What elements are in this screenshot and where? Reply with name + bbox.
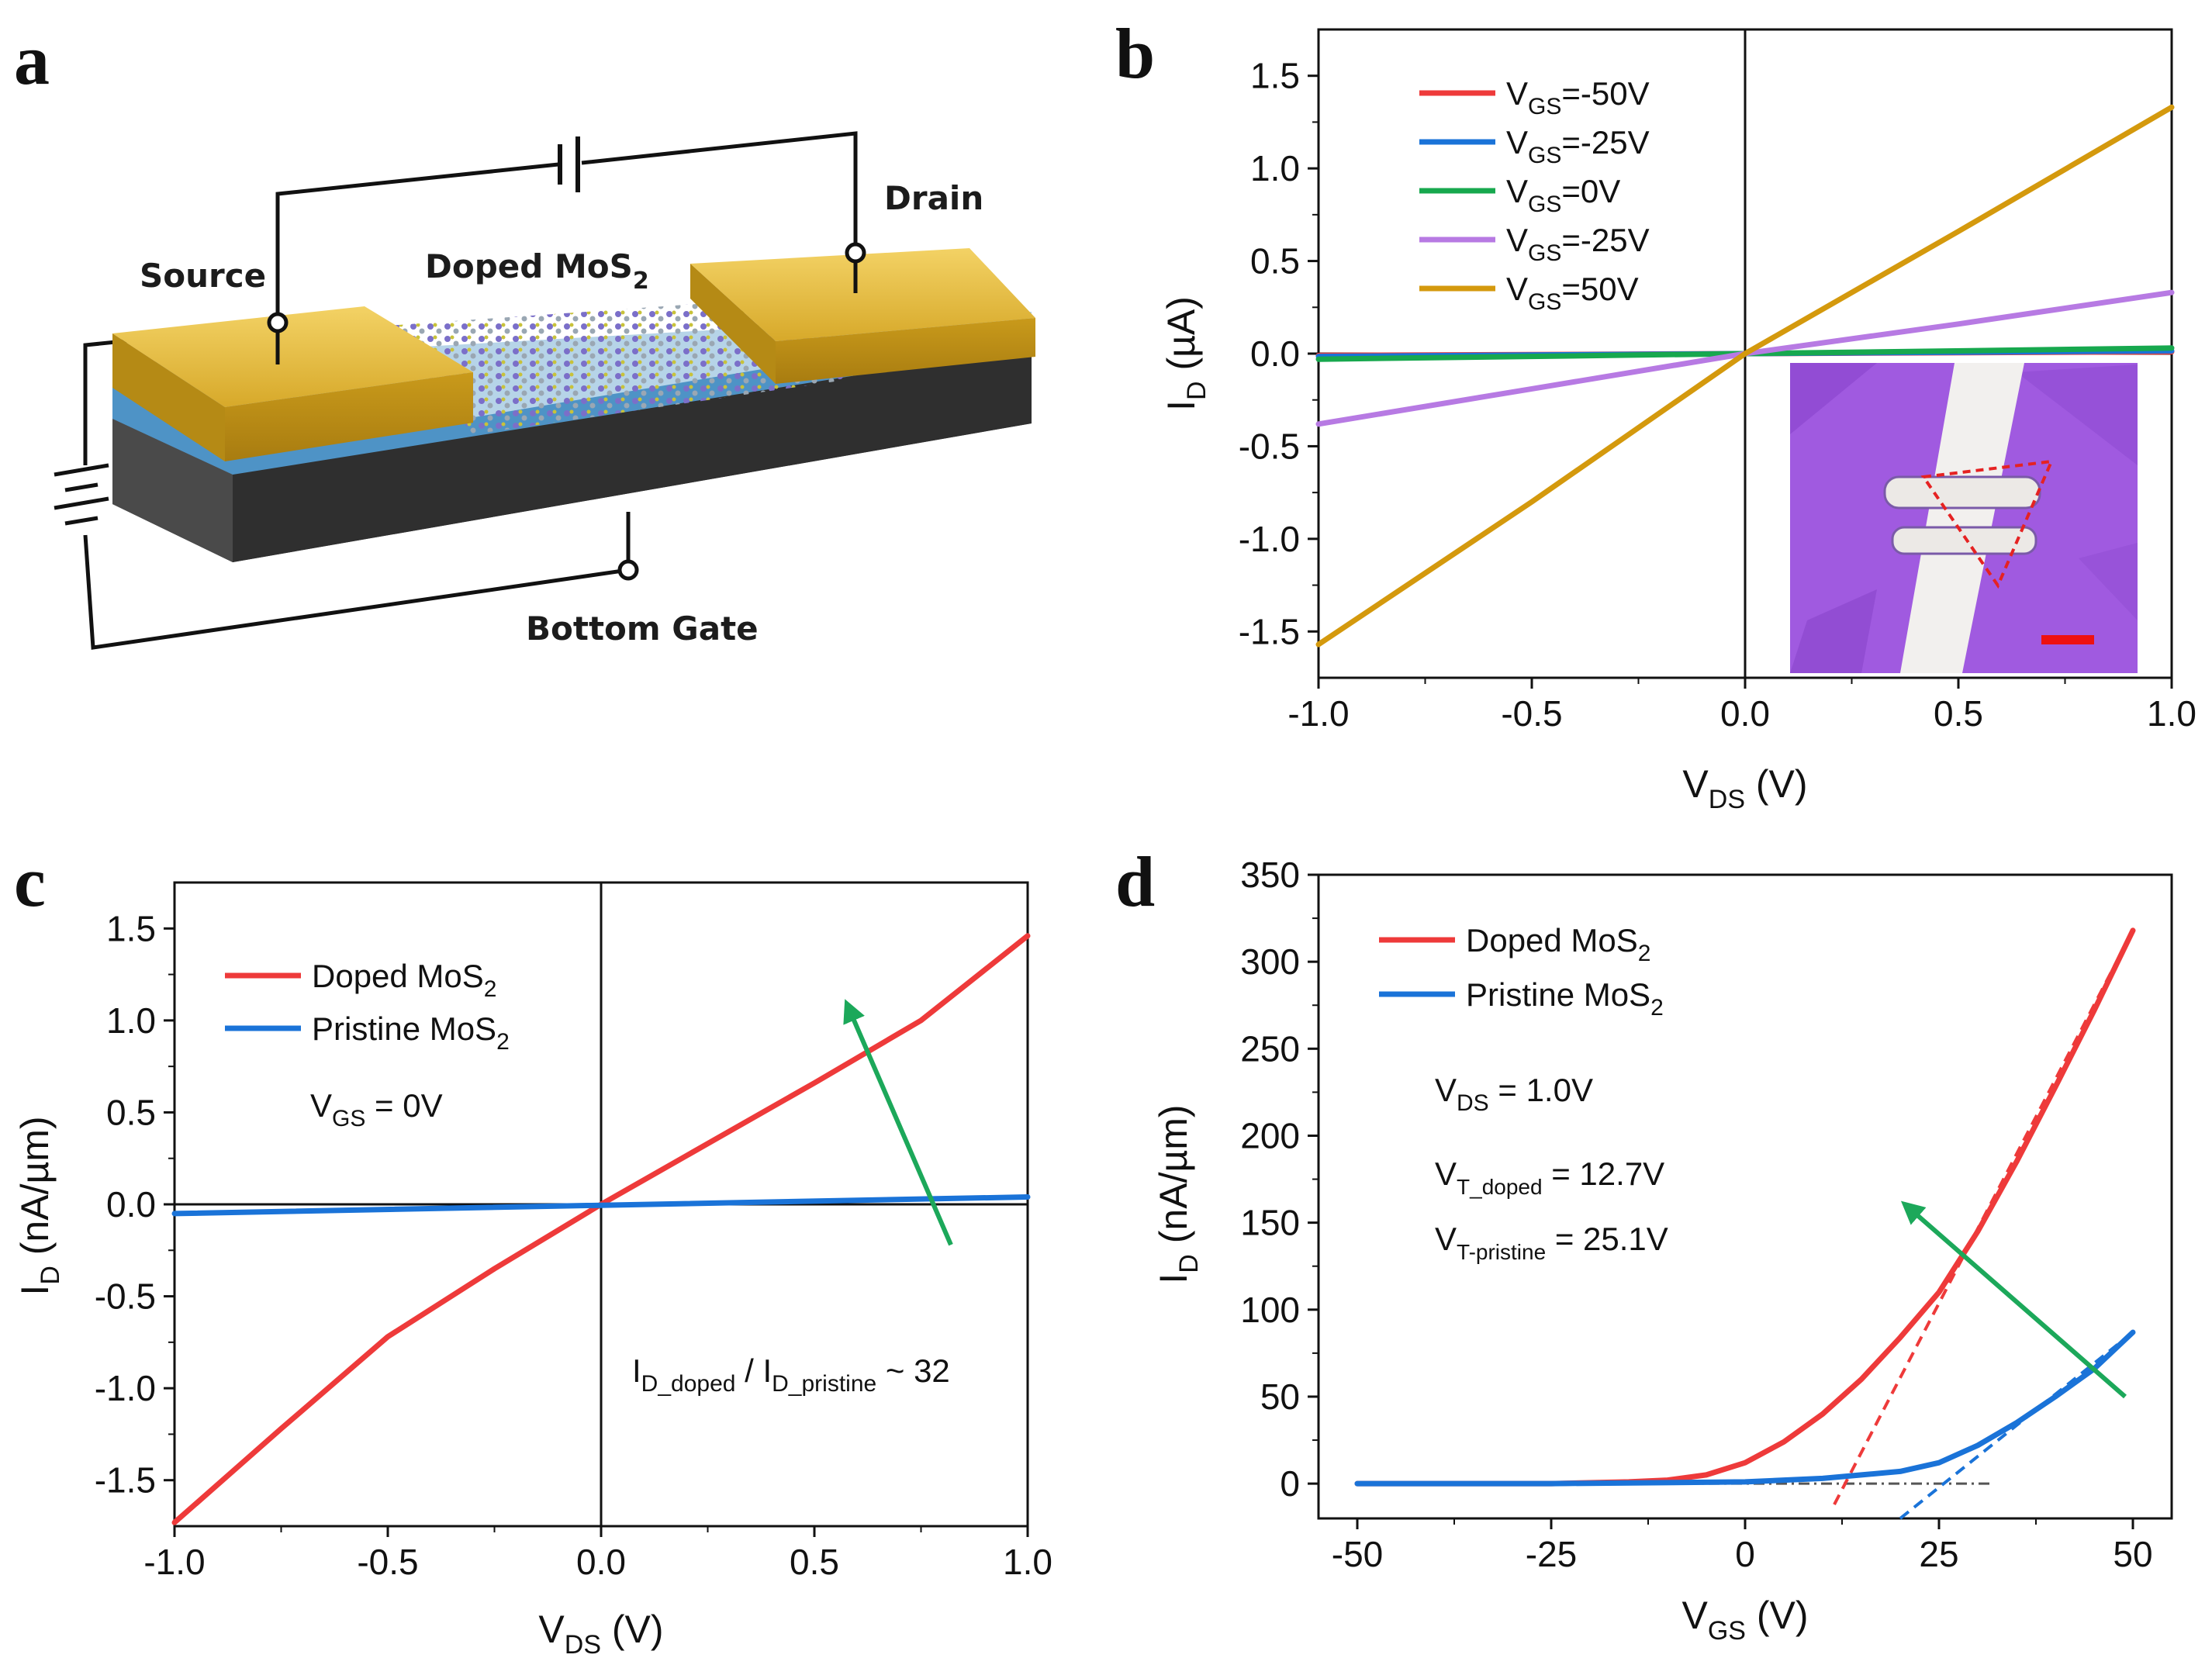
series-line-c-1 <box>171 1194 1031 1217</box>
x-tick-label-d: -50 <box>1332 1534 1383 1574</box>
contact-points <box>267 242 866 581</box>
y-tick-label-b: 1.5 <box>1250 56 1300 96</box>
y-tick-label-b: 0.0 <box>1250 333 1300 374</box>
trend-arrow-c <box>843 999 953 1246</box>
ticks-d: -50 -25 0 25 50 0 50 100 150 200 250 300 350 <box>1240 855 2152 1574</box>
x-tick-label-d: 0 <box>1735 1534 1755 1574</box>
vds-annotation-d: VDS = 1.0V <box>1435 1072 1593 1116</box>
channel-label: Doped MoS2 <box>425 247 649 295</box>
legend-c: Doped MoS2 Pristine MoS2 <box>225 958 510 1055</box>
series-line-d-0 <box>1354 927 2136 1487</box>
y-tick-label-c: -1.5 <box>95 1460 156 1501</box>
panel-letter-a: a <box>14 20 50 99</box>
x-tick-label-b: -1.0 <box>1287 693 1349 734</box>
legend-label-b-1: VGS=-25V <box>1506 124 1650 168</box>
ticks-b: -1.0 -0.5 0.0 0.5 1.0 -1.5 -1.0 -0.5 0.0 0.5 1.0 1.… <box>1239 56 2196 734</box>
y-axis-label-d: ID (nA/µm) <box>1152 1104 1204 1283</box>
x-axis-label-c: VDS (V) <box>538 1608 663 1658</box>
panel-c-chart: c -1.0 -0.5 0.0 0.5 1.0 -1.5 -1.0 -0.5 0.0 0.5 1.0… <box>13 842 1052 1658</box>
y-tick-label-d: 250 <box>1240 1028 1300 1069</box>
trend-arrow-d <box>1900 1200 2127 1399</box>
y-tick-label-c: 1.0 <box>106 1000 156 1041</box>
y-tick-label-d: 350 <box>1240 855 1300 895</box>
x-tick-label-d: 50 <box>2113 1534 2152 1574</box>
arrow-d <box>1900 1200 2127 1399</box>
series-line-d-1 <box>1354 1329 2136 1487</box>
gate-label: Bottom Gate <box>526 610 759 648</box>
y-tick-label-d: 0 <box>1280 1463 1300 1504</box>
x-tick-label-c: 0.5 <box>790 1542 839 1582</box>
legend-label-c-0: Doped MoS2 <box>312 958 496 1002</box>
panel-letter-c: c <box>14 842 46 921</box>
y-tick-label-b: 0.5 <box>1250 241 1300 282</box>
x-tick-label-d: -25 <box>1526 1534 1577 1574</box>
battery-left-icon <box>54 463 109 526</box>
series-d <box>1354 927 2136 1487</box>
y-tick-label-c: 0.0 <box>106 1184 156 1225</box>
x-tick-label-c: -0.5 <box>357 1542 418 1582</box>
arrow-c <box>843 999 953 1246</box>
y-tick-label-b: -0.5 <box>1239 426 1300 466</box>
series-line-b-4 <box>1315 104 2175 648</box>
x-tick-label-c: 1.0 <box>1003 1542 1052 1582</box>
legend-label-d-0: Doped MoS2 <box>1466 922 1650 966</box>
legend-b: VGS=-50V VGS=-25V VGS=0V VGS=-25V VGS=50V <box>1419 75 1650 315</box>
panel-d-chart: d -50 -25 0 25 50 0 50 100 150 200 250 300 350 Doped… <box>1115 842 2173 1646</box>
legend-d: Doped MoS2 Pristine MoS2 <box>1379 922 1664 1021</box>
vgs-annotation-c: VGS = 0V <box>310 1087 443 1131</box>
x-tick-label-b: -0.5 <box>1501 693 1562 734</box>
drain-label: Drain <box>884 179 983 217</box>
y-tick-label-c: 1.5 <box>106 908 156 948</box>
y-tick-label-c: -0.5 <box>95 1276 156 1317</box>
legend-label-b-4: VGS=50V <box>1506 271 1639 315</box>
source-label: Source <box>140 257 266 295</box>
inset-micrograph <box>1790 363 2138 673</box>
x-tick-label-b: 1.0 <box>2147 693 2196 734</box>
ratio-annotation-c: ID_doped / ID_pristine ~ 32 <box>632 1352 950 1397</box>
plot-frame-d <box>1317 873 2173 1520</box>
x-tick-label-d: 25 <box>1919 1534 1958 1574</box>
y-tick-label-c: -1.0 <box>95 1368 156 1408</box>
x-tick-label-b: 0.0 <box>1720 693 1770 734</box>
source-electrode <box>112 306 473 461</box>
x-tick-label-c: 0.0 <box>576 1542 626 1582</box>
y-axis-label-c: ID (nA/µm) <box>13 1116 65 1295</box>
drain-electrode <box>690 248 1035 384</box>
panel-a-schematic: a <box>14 20 1035 650</box>
vt-doped-annotation-d: VT_doped = 12.7V <box>1435 1155 1664 1199</box>
series-b <box>1315 104 2175 648</box>
y-tick-label-b: -1.0 <box>1239 519 1300 559</box>
legend-label-d-1: Pristine MoS2 <box>1466 976 1664 1021</box>
y-tick-label-b: -1.5 <box>1239 611 1300 651</box>
x-tick-label-b: 0.5 <box>1934 693 1983 734</box>
vt-pristine-annotation-d: VT-pristine = 25.1V <box>1435 1221 1668 1264</box>
panel-letter-d: d <box>1115 842 1155 921</box>
y-tick-label-b: 1.0 <box>1250 148 1300 188</box>
ticks-c: -1.0 -0.5 0.0 0.5 1.0 -1.5 -1.0 -0.5 0.0 0.5 1.0 1.… <box>95 908 1052 1582</box>
y-tick-label-c: 0.5 <box>106 1092 156 1132</box>
legend-label-b-0: VGS=-50V <box>1506 75 1650 119</box>
y-tick-label-d: 100 <box>1240 1290 1300 1330</box>
x-tick-label-c: -1.0 <box>143 1542 205 1582</box>
panel-letter-b: b <box>1115 14 1155 93</box>
battery-top-icon <box>558 136 580 192</box>
legend-label-b-2: VGS=0V <box>1506 173 1620 217</box>
legend-label-b-3: VGS=-25V <box>1506 222 1650 266</box>
legend-label-c-1: Pristine MoS2 <box>312 1010 510 1055</box>
y-axis-label-b: ID (µA) <box>1160 296 1211 411</box>
y-tick-label-d: 50 <box>1260 1376 1300 1417</box>
x-axis-label-d: VGS (V) <box>1681 1594 1808 1646</box>
series-c <box>171 933 1031 1525</box>
panel-b-chart: b -1.0 -0.5 0.0 0.5 1.0 -1.5 -1.0 -0.5 0.0 0.5 1.0… <box>1115 14 2196 814</box>
y-tick-label-d: 150 <box>1240 1203 1300 1243</box>
y-tick-label-d: 200 <box>1240 1115 1300 1155</box>
x-axis-label-b: VDS (V) <box>1682 762 1807 814</box>
y-tick-label-d: 300 <box>1240 941 1300 982</box>
